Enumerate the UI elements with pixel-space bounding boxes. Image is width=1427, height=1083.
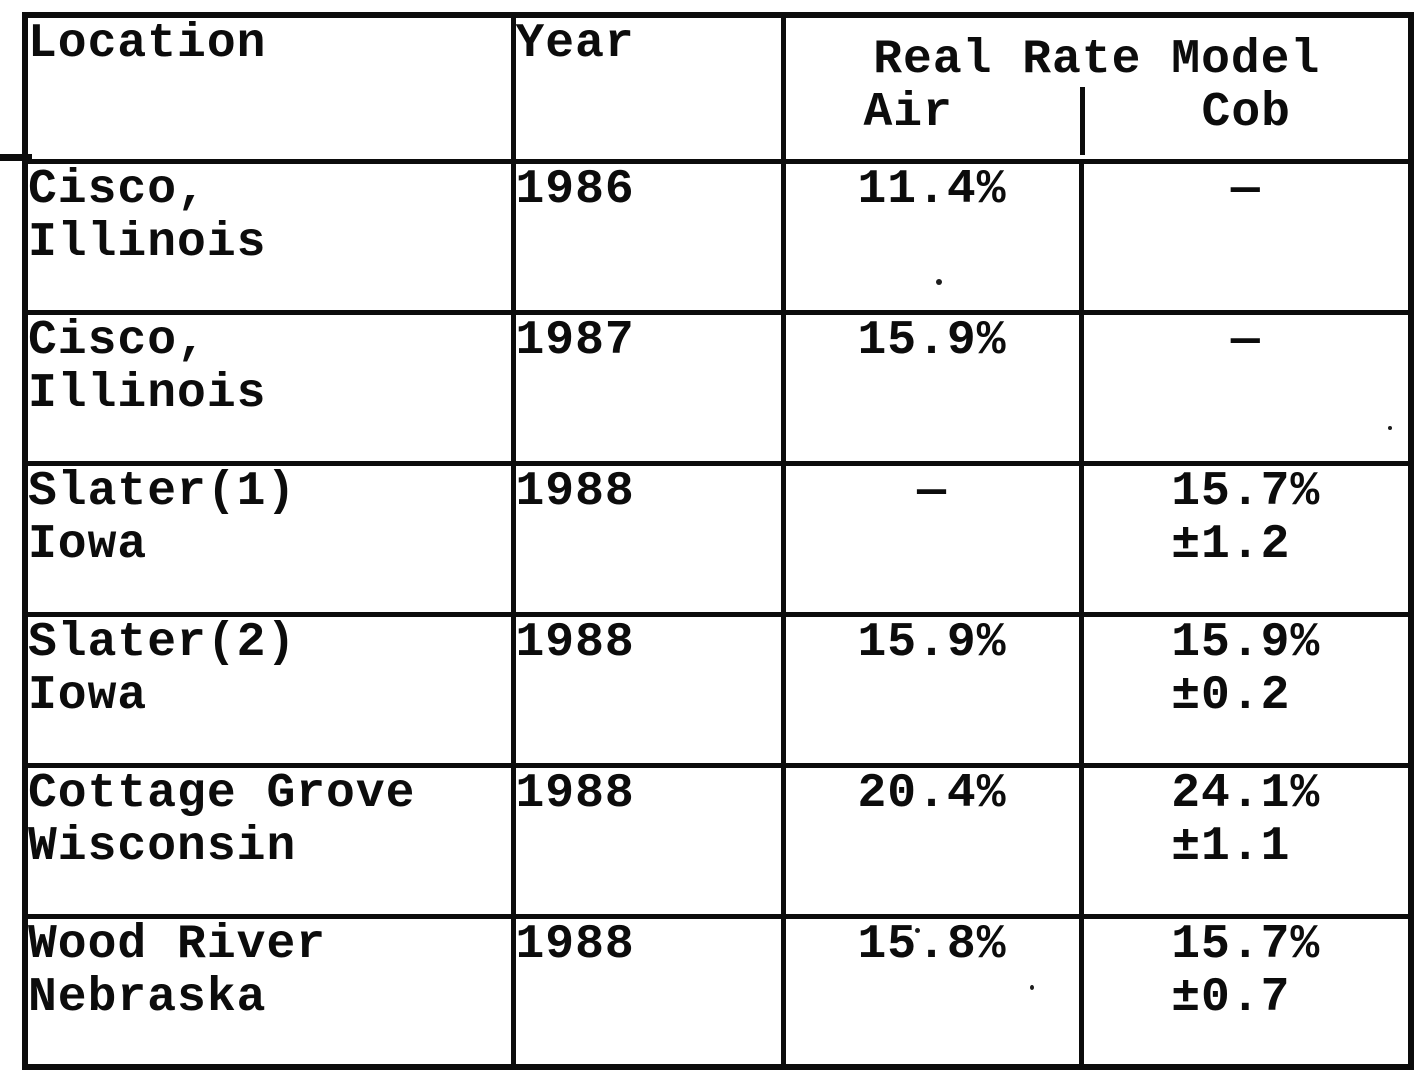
cob-error: ±1.2 [1171,517,1291,572]
table-row: Cisco, Illinois 1987 15.9% — [22,309,1414,466]
cob-value-cell: 15.7% ±0.7 [1078,913,1414,1070]
location-line1: Cisco, [28,313,207,368]
location-cell: Slater(1) Iowa [22,460,516,617]
location-line1: Cisco, [28,162,207,217]
location-line1: Slater(1) [28,464,297,519]
cob-error: ±1.1 [1171,819,1291,874]
location-line2: Illinois [28,366,267,421]
column-header-cob: Cob [1079,87,1407,155]
location-cell: Wood River Nebraska [22,913,516,1070]
air-value-cell: — [780,460,1084,617]
group-header-label: Real Rate Model [873,33,1321,87]
table-row: Slater(2) Iowa 1988 15.9% 15.9% ±0.2 [22,611,1414,768]
cob-value: 15.7% [1171,917,1321,972]
table-row: Wood River Nebraska 1988 15.8% 15.7% ±0.… [22,913,1414,1070]
cob-value: 15.7% [1171,464,1321,519]
location-line2: Iowa [28,517,148,572]
location-cell: Cisco, Illinois [22,309,516,466]
year-cell: 1988 [510,913,786,1070]
header-row: Location Year Real Rate Model Air Cob [22,12,1414,164]
cob-value: — [1230,313,1261,368]
year-cell: 1988 [510,762,786,919]
cob-value: 15.9% [1171,615,1321,670]
location-line2: Nebraska [28,970,267,1025]
location-cell: Cisco, Illinois [22,158,516,315]
cob-error: ±0.2 [1171,668,1291,723]
location-cell: Slater(2) Iowa [22,611,516,768]
air-value-cell: 15.9% [780,309,1084,466]
column-header-group: Real Rate Model Air Cob [780,12,1414,164]
year-cell: 1987 [510,309,786,466]
cob-value-cell: 15.9% ±0.2 [1078,611,1414,768]
group-subheaders: Air Cob [788,86,1407,155]
column-header-year: Year [510,12,786,164]
cob-value-cell: — [1078,309,1414,466]
cob-value-cell: 15.7% ±1.2 [1078,460,1414,617]
table-row: Cottage Grove Wisconsin 1988 20.4% 24.1%… [22,762,1414,919]
air-value-cell: 15.9% [780,611,1084,768]
location-line2: Iowa [28,668,148,723]
cob-value: — [1230,162,1261,217]
location-line2: Illinois [28,215,267,270]
table-row: Slater(1) Iowa 1988 — 15.7% ±1.2 [22,460,1414,617]
scan-artifact-rule [0,154,32,161]
results-table: Location Year Real Rate Model Air Cob Ci… [22,12,1415,1070]
column-header-location: Location [22,12,516,164]
table-row: Cisco, Illinois 1986 11.4% — [22,158,1414,315]
air-value-cell: 11.4% [780,158,1084,315]
group-header-wrap: Real Rate Model Air Cob [788,20,1407,155]
location-line2: Wisconsin [28,819,297,874]
column-header-air: Air [863,86,953,140]
air-value-cell: 15.8% [780,913,1084,1070]
location-line1: Slater(2) [28,615,297,670]
cob-value-cell: 24.1% ±1.1 [1078,762,1414,919]
year-cell: 1986 [510,158,786,315]
year-cell: 1988 [510,460,786,617]
air-value-cell: 20.4% [780,762,1084,919]
cob-value: 24.1% [1171,766,1321,821]
cob-error: ±0.7 [1171,970,1291,1025]
year-cell: 1988 [510,611,786,768]
cob-value-cell: — [1078,158,1414,315]
location-cell: Cottage Grove Wisconsin [22,762,516,919]
location-line1: Cottage Grove [28,766,416,821]
location-line1: Wood River [28,917,327,972]
